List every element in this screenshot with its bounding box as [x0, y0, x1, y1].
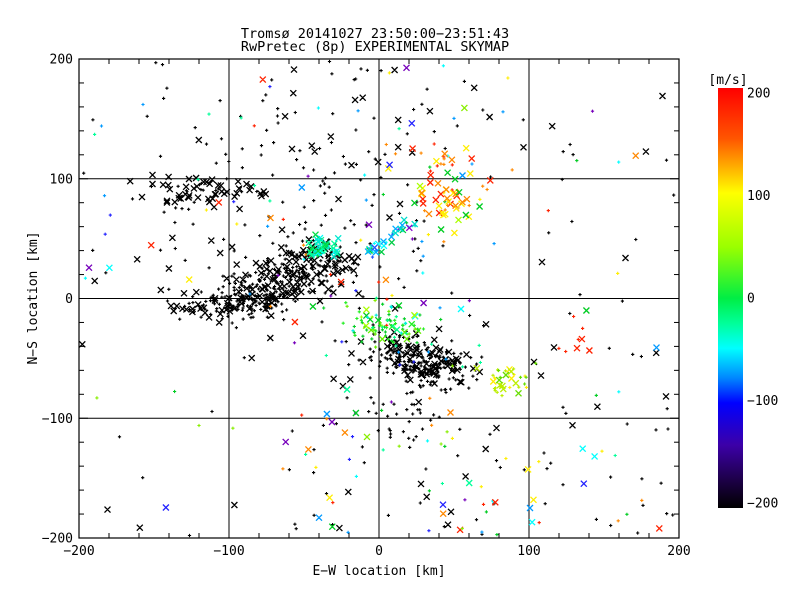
scatter-point-group [105, 234, 599, 526]
scatter-point-group [368, 227, 401, 251]
scatter-point-group [393, 326, 401, 334]
scatter-point-group [366, 216, 419, 253]
x-tick-label: 100 [517, 544, 540, 559]
scatter-points [78, 59, 676, 538]
colorbar-tick-label: 100 [747, 189, 770, 204]
scatter-point-group [173, 159, 629, 537]
colorbar-tick-label: −100 [747, 394, 778, 409]
colorbar-tick-label: 200 [747, 87, 770, 102]
colorbar-tick-label: 0 [747, 292, 755, 307]
colorbar-gradient [718, 88, 743, 508]
grid-lines [79, 59, 679, 538]
scatter-point-group [351, 304, 407, 335]
scatter-point-group [276, 109, 595, 502]
x-axis-label: E−W location [km] [312, 564, 445, 579]
plot-subtitle: RwPretec (8p) EXPERIMENTAL SKYMAP [241, 39, 509, 55]
scatter-point-group [162, 119, 588, 511]
scatter-point-group [374, 249, 378, 253]
colorbar-tick-label: −200 [747, 497, 778, 512]
scatter-point-group [312, 246, 331, 258]
scatter-point-group [341, 301, 426, 344]
scatter-point-group [473, 364, 520, 393]
y-tick-label: −200 [42, 532, 73, 547]
scatter-point-group [457, 206, 461, 210]
y-tick-label: 0 [65, 292, 73, 307]
y-tick-label: 200 [50, 53, 73, 68]
scatter-point-group [309, 169, 590, 531]
colorbar: [m/s] 200 100 0 −100 −200 [708, 73, 778, 512]
scatter-point-group [388, 320, 416, 331]
y-tick-label: −100 [42, 412, 73, 427]
scatter-point-group [345, 304, 417, 349]
scatter-point-group [95, 298, 464, 531]
axes-frame [78, 58, 680, 539]
scatter-point-group [371, 244, 379, 252]
scatter-point-group [267, 150, 640, 518]
scatter-point-group [204, 71, 620, 489]
x-tick-label: 0 [375, 544, 383, 559]
scatter-point-group [495, 371, 522, 397]
scatter-point-group [362, 182, 462, 330]
scatter-point-group [405, 221, 409, 225]
x-tick-label: 200 [667, 544, 690, 559]
colorbar-units-label: [m/s] [708, 73, 747, 88]
y-axis-label: N−S location [km] [26, 231, 41, 364]
scatter-point-group [405, 224, 413, 232]
scatter-point-group [103, 85, 431, 533]
scatter-point-group [363, 104, 468, 441]
scatter-point-group [298, 172, 660, 522]
scatter-point-group [491, 367, 521, 398]
x-tick-label: −200 [63, 544, 94, 559]
scatter-point-group [85, 64, 428, 446]
scatter-point-group [268, 142, 644, 523]
scatter-point-group [307, 231, 331, 255]
scatter-point-group [252, 124, 585, 525]
scatter-point-group [378, 226, 407, 256]
y-tick-label: 100 [50, 172, 73, 187]
tick-labels: −200 −100 0 100 200 −200 −100 0 100 200 [42, 53, 691, 560]
x-tick-label: −100 [213, 544, 244, 559]
scatter-point-group [99, 102, 505, 534]
plot-title: Tromsø 20141027 23:50:00−23:51:43 [241, 26, 509, 42]
scatter-point-group [316, 254, 320, 258]
scatter-point-group [497, 361, 538, 386]
